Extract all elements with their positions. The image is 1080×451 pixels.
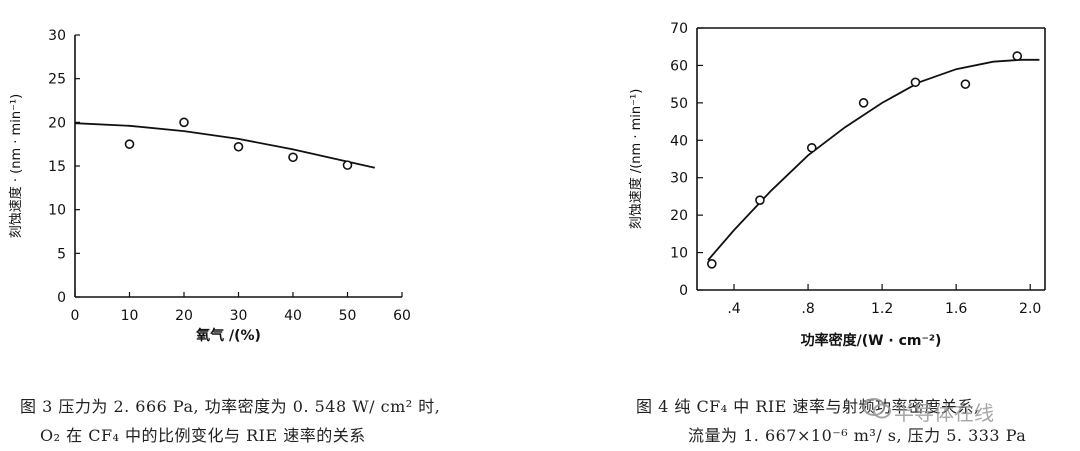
y-tick-label: 25	[48, 72, 66, 88]
chart-4: 0 10 20 30 40 50 60 70 .4 .8 1.2 1.6 2.0 功率密度/(W · cm…	[628, 21, 1046, 349]
y-tick-label: 30	[670, 171, 688, 187]
x-axis-label: 氧气 /(%)	[195, 327, 261, 344]
y-tick-label: 0	[679, 283, 688, 299]
data-point	[910, 77, 921, 88]
x-tick-label: 20	[175, 308, 193, 324]
chat-bubble-icon	[863, 398, 891, 419]
y-tick-label: 15	[48, 159, 66, 175]
data-point	[707, 258, 717, 269]
x-tick-label: 1.6	[945, 301, 967, 317]
data-point	[124, 139, 135, 149]
y-tick-label: 70	[670, 21, 688, 37]
data-point	[288, 152, 298, 163]
figure-4-caption-line-1: 图 4 纯 CF₄ 中 RIE 速率与射频功率密度关系,	[636, 397, 980, 416]
y-tick-label: 60	[670, 58, 688, 74]
x-tick-label: 50	[339, 308, 357, 324]
y-tick-label: 40	[670, 133, 688, 149]
x-tick-label: 10	[121, 308, 139, 324]
y-axis-label: 刻蚀速度 · (nm · min⁻¹)	[8, 94, 24, 238]
watermark: 半导体在线	[862, 390, 1062, 432]
figure-4-caption-line-2: 流量为 1. 667×10⁻⁶ m³/ s, 压力 5. 333 Pa	[688, 426, 1027, 445]
data-point	[1012, 51, 1023, 61]
x-tick-label: 30	[230, 308, 248, 324]
y-tick-label: 10	[48, 203, 66, 219]
x-axis-label: 功率密度/(W · cm⁻²)	[801, 332, 942, 349]
data-point	[755, 195, 765, 205]
data-point	[342, 160, 353, 170]
data-point	[233, 141, 244, 152]
x-tick-label: 1.2	[871, 301, 893, 317]
figure-3-caption-line-2: O₂ 在 CF₄ 中的比例变化与 RIE 速率的关系	[40, 426, 366, 445]
figure-3-caption-line-1: 图 3 压力为 2. 666 Pa, 功率密度为 0. 548 W/ cm² 时…	[20, 397, 441, 416]
y-tick-label: 30	[48, 28, 66, 44]
x-tick-label: .8	[801, 301, 814, 317]
y-axis-label: 刻蚀速度 /(nm · min⁻¹)	[628, 89, 644, 230]
y-tick-label: 10	[670, 246, 688, 262]
data-point	[960, 79, 971, 89]
y-tick-label: 0	[57, 290, 66, 306]
y-tick-label: 50	[670, 96, 688, 112]
x-tick-label: 40	[284, 308, 302, 324]
x-tick-label: 2.0	[1019, 301, 1041, 317]
data-point	[806, 142, 817, 153]
x-tick-label: 0	[71, 308, 80, 324]
y-tick-label: 5	[57, 246, 66, 262]
fit-curve	[74, 122, 375, 169]
x-tick-label: 60	[393, 308, 411, 324]
chart-3: 0 5 10 15 20 25 30 0 10 20 30 40 50 60 氧气 /(%) 刻蚀速度 · (…	[8, 28, 411, 344]
x-tick-label: .4	[727, 301, 740, 317]
fit-curve	[707, 58, 1040, 261]
data-point	[858, 98, 869, 108]
data-point	[179, 117, 189, 128]
y-tick-label: 20	[48, 115, 66, 131]
watermark-text: 半导体在线	[894, 401, 994, 425]
y-tick-label: 20	[670, 208, 688, 224]
